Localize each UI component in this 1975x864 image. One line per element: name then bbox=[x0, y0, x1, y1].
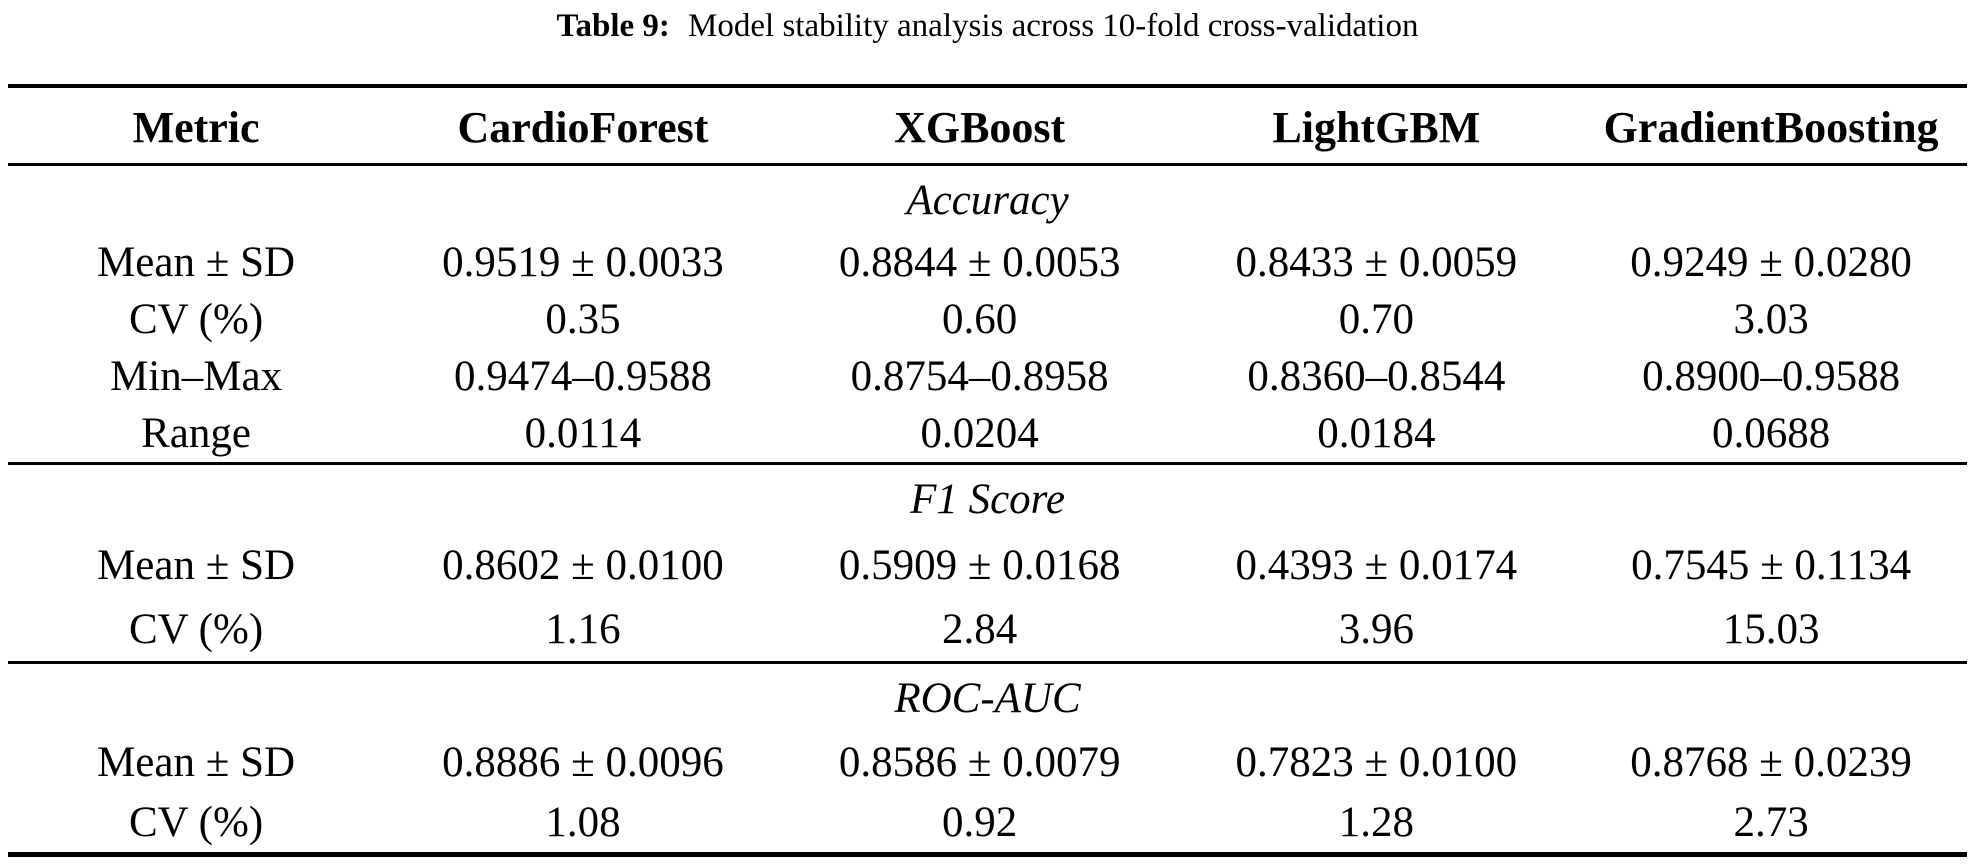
value-cell: 15.03 bbox=[1722, 605, 1820, 653]
column-header-cardioforest: CardioForest bbox=[457, 103, 709, 152]
table-row: Mean ± SD 0.8602 ± 0.0100 0.5909 ± 0.016… bbox=[8, 533, 1967, 597]
metric-label: Min–Max bbox=[110, 353, 283, 400]
caption-label: Table 9: bbox=[556, 8, 670, 44]
table-row: Range 0.0114 0.0204 0.0184 0.0688 bbox=[8, 405, 1967, 464]
value-cell: 1.28 bbox=[1338, 798, 1414, 846]
value-cell: 0.0114 bbox=[524, 410, 642, 457]
section-roc-auc: ROC-AUC Mean ± SD 0.8886 ± 0.0096 0.8586… bbox=[8, 663, 1967, 855]
section-accuracy: Accuracy Mean ± SD 0.9519 ± 0.0033 0.884… bbox=[8, 165, 1967, 464]
metric-label: Range bbox=[141, 410, 251, 457]
header-row: Metric CardioForest XGBoost LightGBM Gra… bbox=[8, 86, 1967, 165]
value-cell: 0.8768 ± 0.0239 bbox=[1630, 738, 1912, 786]
value-cell: 0.8844 ± 0.0053 bbox=[838, 239, 1121, 286]
value-cell: 0.7823 ± 0.0100 bbox=[1235, 738, 1518, 786]
value-cell: 0.7545 ± 0.1134 bbox=[1631, 541, 1912, 589]
stability-table: Metric CardioForest XGBoost LightGBM Gra… bbox=[8, 84, 1967, 857]
metric-label: CV (%) bbox=[128, 605, 264, 653]
value-cell: 0.8360–0.8544 bbox=[1247, 353, 1506, 400]
value-cell: 1.08 bbox=[545, 798, 621, 846]
value-cell: 0.70 bbox=[1338, 296, 1414, 343]
value-cell: 0.9519 ± 0.0033 bbox=[442, 239, 724, 286]
section-title: F1 Score bbox=[910, 475, 1065, 523]
value-cell: 2.84 bbox=[942, 605, 1018, 653]
section-title-row: F1 Score bbox=[8, 464, 1967, 534]
table-row: CV (%) 0.35 0.60 0.70 3.03 bbox=[8, 291, 1967, 348]
metric-label: CV (%) bbox=[128, 798, 264, 846]
value-cell: 0.8602 ± 0.0100 bbox=[442, 541, 724, 589]
metric-label: Mean ± SD bbox=[97, 738, 296, 786]
value-cell: 0.5909 ± 0.0168 bbox=[838, 541, 1121, 589]
value-cell: 0.0184 bbox=[1317, 410, 1436, 457]
column-header-lightgbm: LightGBM bbox=[1272, 103, 1481, 152]
metric-label: CV (%) bbox=[128, 296, 264, 343]
column-header-xgboost: XGBoost bbox=[894, 103, 1066, 152]
column-header-gradientboosting: GradientBoosting bbox=[1603, 103, 1939, 152]
value-cell: 0.0688 bbox=[1711, 410, 1831, 457]
value-cell: 0.4393 ± 0.0174 bbox=[1235, 541, 1518, 589]
table-row: Min–Max 0.9474–0.9588 0.8754–0.8958 0.83… bbox=[8, 348, 1967, 405]
metric-label: Mean ± SD bbox=[97, 541, 296, 589]
section-title-row: Accuracy bbox=[8, 165, 1967, 235]
value-cell: 0.60 bbox=[942, 296, 1018, 343]
value-cell: 0.8754–0.8958 bbox=[850, 353, 1109, 400]
value-cell: 0.8886 ± 0.0096 bbox=[442, 738, 724, 786]
value-cell: 0.8586 ± 0.0079 bbox=[838, 738, 1121, 786]
caption-text: Model stability analysis across 10-fold … bbox=[688, 8, 1419, 44]
value-cell: 0.92 bbox=[942, 798, 1018, 846]
value-cell: 3.96 bbox=[1338, 605, 1414, 653]
section-title-row: ROC-AUC bbox=[8, 663, 1967, 733]
value-cell: 0.0204 bbox=[920, 410, 1039, 457]
metric-label: Mean ± SD bbox=[97, 239, 296, 286]
table-row: CV (%) 1.08 0.92 1.28 2.73 bbox=[8, 792, 1967, 855]
table-row: Mean ± SD 0.9519 ± 0.0033 0.8844 ± 0.005… bbox=[8, 234, 1967, 291]
value-cell: 0.35 bbox=[545, 296, 621, 343]
value-cell: 0.9249 ± 0.0280 bbox=[1630, 239, 1912, 286]
value-cell: 2.73 bbox=[1733, 798, 1809, 846]
section-f1-score: F1 Score Mean ± SD 0.8602 ± 0.0100 0.590… bbox=[8, 464, 1967, 663]
value-cell: 0.8433 ± 0.0059 bbox=[1235, 239, 1518, 286]
value-cell: 3.03 bbox=[1733, 296, 1809, 343]
column-header-metric: Metric bbox=[132, 103, 260, 152]
section-title: ROC-AUC bbox=[894, 674, 1081, 722]
table-caption: Table 9: Model stability analysis across … bbox=[0, 0, 1975, 84]
value-cell: 1.16 bbox=[545, 605, 621, 653]
section-title: Accuracy bbox=[906, 176, 1069, 224]
table-row: Mean ± SD 0.8886 ± 0.0096 0.8586 ± 0.007… bbox=[8, 732, 1967, 792]
value-cell: 0.8900–0.9588 bbox=[1642, 353, 1901, 400]
table-row: CV (%) 1.16 2.84 3.96 15.03 bbox=[8, 597, 1967, 663]
value-cell: 0.9474–0.9588 bbox=[453, 353, 712, 400]
